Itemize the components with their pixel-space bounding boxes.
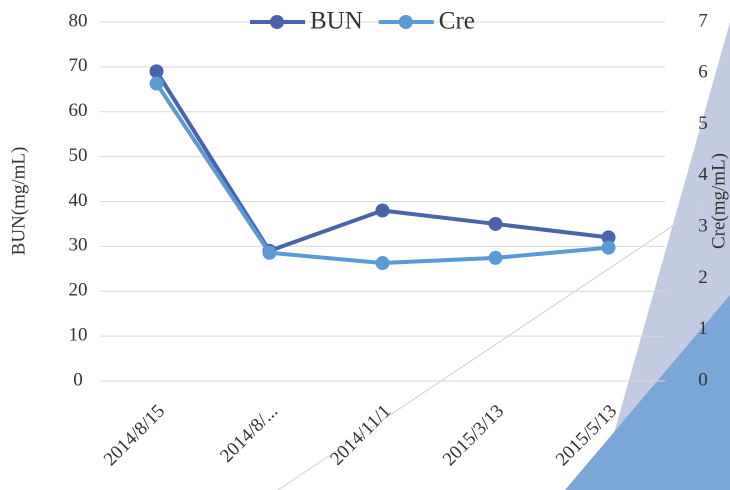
y-tick-label: 10: [69, 324, 88, 345]
y2-tick-label: 3: [698, 216, 708, 237]
y2-tick-label: 4: [698, 164, 708, 185]
series-line: [154, 70, 609, 253]
y2-axis-title: Cre(mg/mL): [708, 153, 729, 249]
x-tick-label: 2015/3/13: [439, 401, 508, 470]
series-marker: [601, 240, 616, 255]
y-tick-label: 30: [69, 235, 88, 256]
y-axis-title: BUN(mg/mL): [8, 147, 29, 256]
legend-label: BUN: [310, 8, 363, 35]
decor-triangle: [565, 295, 730, 490]
y-tick-label: 80: [69, 10, 88, 31]
y-tick-label: 40: [69, 190, 88, 211]
x-tick-label: 2014/8/...: [216, 401, 282, 467]
y-tick-label: 70: [69, 55, 88, 76]
legend-label: Cre: [439, 8, 475, 35]
y-tick-label: 20: [69, 280, 88, 301]
series-marker: [375, 256, 390, 271]
legend-marker: [398, 15, 413, 29]
series-marker: [488, 250, 503, 265]
x-tick-label: 2014/8/15: [100, 401, 169, 470]
y2-tick-label: 1: [698, 318, 708, 339]
y2-tick-label: 0: [698, 369, 708, 390]
series-marker: [488, 216, 503, 231]
y2-tick-label: 7: [698, 10, 708, 31]
x-tick-label: 2014/11/1: [326, 401, 395, 470]
y-tick-label: 0: [73, 369, 83, 390]
decor-line: [277, 192, 723, 490]
series-marker: [149, 64, 164, 79]
y-tick-label: 60: [69, 100, 88, 121]
series-marker: [375, 203, 390, 218]
series-marker: [601, 230, 616, 245]
y2-tick-label: 6: [698, 62, 708, 83]
series-marker: [262, 245, 277, 260]
y2-tick-label: 2: [698, 267, 708, 288]
series-line: [154, 82, 609, 266]
y-tick-label: 50: [69, 145, 88, 166]
y2-tick-label: 5: [698, 113, 708, 134]
series-marker: [149, 76, 164, 91]
legend-marker: [270, 15, 284, 29]
